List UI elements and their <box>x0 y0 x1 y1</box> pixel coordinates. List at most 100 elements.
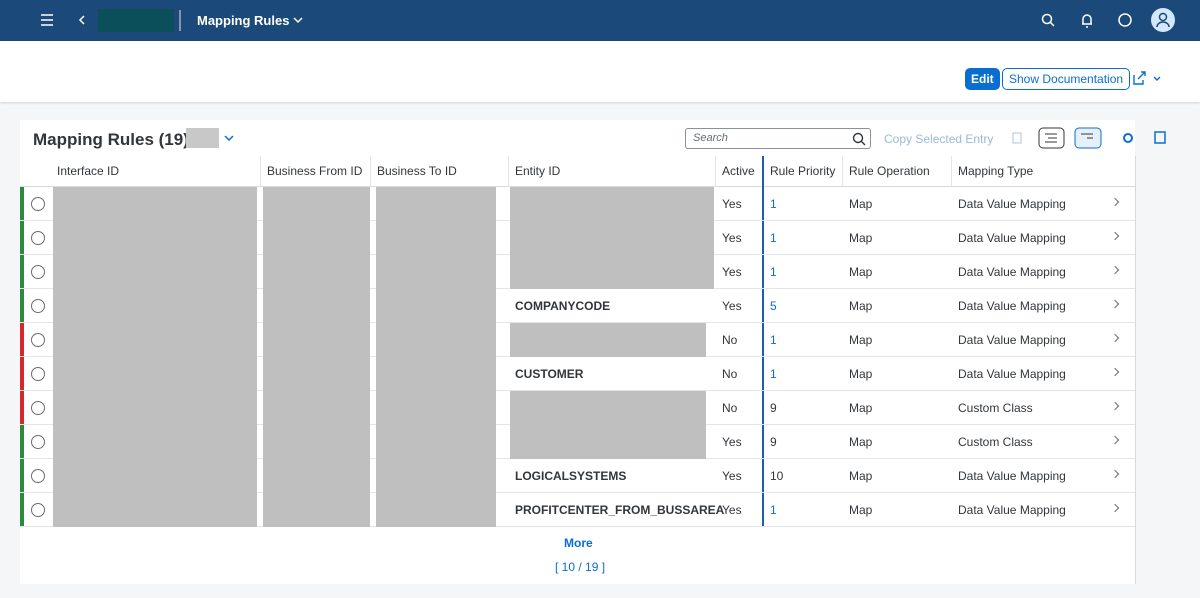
masked-business-from-id <box>263 493 370 527</box>
row-radio[interactable] <box>31 367 45 381</box>
masked-business-to-id <box>376 255 496 289</box>
edge-line <box>1135 156 1136 584</box>
rule-operation: Map <box>849 425 872 459</box>
row-radio[interactable] <box>31 197 45 211</box>
row-highlight <box>20 425 24 458</box>
masked-interface-id <box>53 323 257 357</box>
column-divider <box>508 156 509 186</box>
column-header: Rule Priority <box>770 156 845 186</box>
masked-entity-id <box>510 221 714 255</box>
masked-business-from-id <box>263 221 370 255</box>
row-navigation[interactable] <box>1111 198 1119 206</box>
row-navigation[interactable] <box>1111 232 1119 240</box>
masked-business-from-id <box>263 425 370 459</box>
masked-business-to-id <box>376 493 496 527</box>
column-header: Active <box>722 156 767 186</box>
active: Yes <box>722 459 742 493</box>
rule-operation: Map <box>849 493 872 527</box>
masked-interface-id <box>53 459 257 493</box>
shell-title[interactable]: Mapping Rules <box>197 13 289 28</box>
rule-priority: 1 <box>770 187 777 221</box>
row-navigation[interactable] <box>1111 368 1119 376</box>
active: Yes <box>722 493 742 527</box>
table-card: Mapping Rules (19) Search Copy Selected … <box>20 120 1135 584</box>
mapping-type: Data Value Mapping <box>958 289 1066 323</box>
mapping-type: Data Value Mapping <box>958 255 1066 289</box>
rule-priority: 1 <box>770 221 777 255</box>
masked-interface-id <box>53 255 257 289</box>
edit-button[interactable]: Edit <box>965 68 1000 90</box>
rule-priority: 1 <box>770 493 777 527</box>
rule-operation: Map <box>849 323 872 357</box>
mapping-type: Data Value Mapping <box>958 187 1066 221</box>
row-navigation[interactable] <box>1111 504 1119 512</box>
shell-icons <box>0 0 1200 41</box>
mapping-type: Data Value Mapping <box>958 459 1066 493</box>
paging-info: [ 10 / 19 ] <box>555 560 605 574</box>
search-icon <box>852 132 866 146</box>
entity-id: CUSTOMER <box>515 357 583 391</box>
row-radio[interactable] <box>31 469 45 483</box>
rule-priority: 5 <box>770 289 777 323</box>
row-radio[interactable] <box>31 333 45 347</box>
column-header: Business To ID <box>377 156 512 186</box>
object-header: Edit Show Documentation <box>0 41 1200 102</box>
masked-business-to-id <box>376 357 496 391</box>
masked-interface-id <box>53 493 257 527</box>
more-button[interactable]: More <box>564 536 593 550</box>
copy-selected-button[interactable]: Copy Selected Entry <box>884 132 993 146</box>
row-highlight <box>20 391 24 424</box>
row-highlight <box>20 357 24 390</box>
masked-entity-id <box>510 391 706 425</box>
rule-priority: 1 <box>770 323 777 357</box>
row-navigation[interactable] <box>1111 436 1119 444</box>
row-radio[interactable] <box>31 435 45 449</box>
row-radio[interactable] <box>31 299 45 313</box>
masked-business-to-id <box>376 391 496 425</box>
masked-interface-id <box>53 221 257 255</box>
rule-priority: 9 <box>770 425 777 459</box>
row-highlight <box>20 323 24 356</box>
mapping-type: Data Value Mapping <box>958 323 1066 357</box>
active: Yes <box>722 289 742 323</box>
column-divider <box>715 156 716 186</box>
rule-operation: Map <box>849 391 872 425</box>
row-navigation[interactable] <box>1111 300 1119 308</box>
active: Yes <box>722 187 742 221</box>
rule-operation: Map <box>849 221 872 255</box>
masked-business-from-id <box>263 459 370 493</box>
row-navigation[interactable] <box>1111 266 1119 274</box>
shell-bar: Mapping Rules <box>0 0 1200 41</box>
rule-priority: 1 <box>770 255 777 289</box>
show-documentation-button[interactable]: Show Documentation <box>1002 68 1130 90</box>
row-radio[interactable] <box>31 265 45 279</box>
row-navigation[interactable] <box>1111 402 1119 410</box>
masked-business-from-id <box>263 289 370 323</box>
rule-operation: Map <box>849 357 872 391</box>
column-header: Entity ID <box>515 156 715 186</box>
mapping-type: Data Value Mapping <box>958 221 1066 255</box>
search-field[interactable]: Search <box>685 128 871 149</box>
row-radio[interactable] <box>31 231 45 245</box>
share-icon[interactable] <box>1130 69 1165 89</box>
row-navigation[interactable] <box>1111 334 1119 342</box>
row-navigation[interactable] <box>1111 470 1119 478</box>
row-radio[interactable] <box>31 503 45 517</box>
rule-operation: Map <box>849 187 872 221</box>
masked-business-from-id <box>263 391 370 425</box>
masked-entity-id <box>510 425 706 459</box>
column-divider <box>842 156 843 186</box>
masked-business-to-id <box>376 187 496 221</box>
row-radio[interactable] <box>31 401 45 415</box>
mapping-type: Custom Class <box>958 391 1033 425</box>
masked-business-to-id <box>376 323 496 357</box>
masked-interface-id <box>53 391 257 425</box>
toolbar-icons[interactable] <box>1005 126 1175 150</box>
entity-id: LOGICALSYSTEMS <box>515 459 626 493</box>
masked-entity-id <box>510 187 714 221</box>
variant-arrow[interactable] <box>222 132 236 144</box>
row-highlight <box>20 187 24 220</box>
rule-priority: 1 <box>770 357 777 391</box>
column-divider <box>951 156 952 186</box>
